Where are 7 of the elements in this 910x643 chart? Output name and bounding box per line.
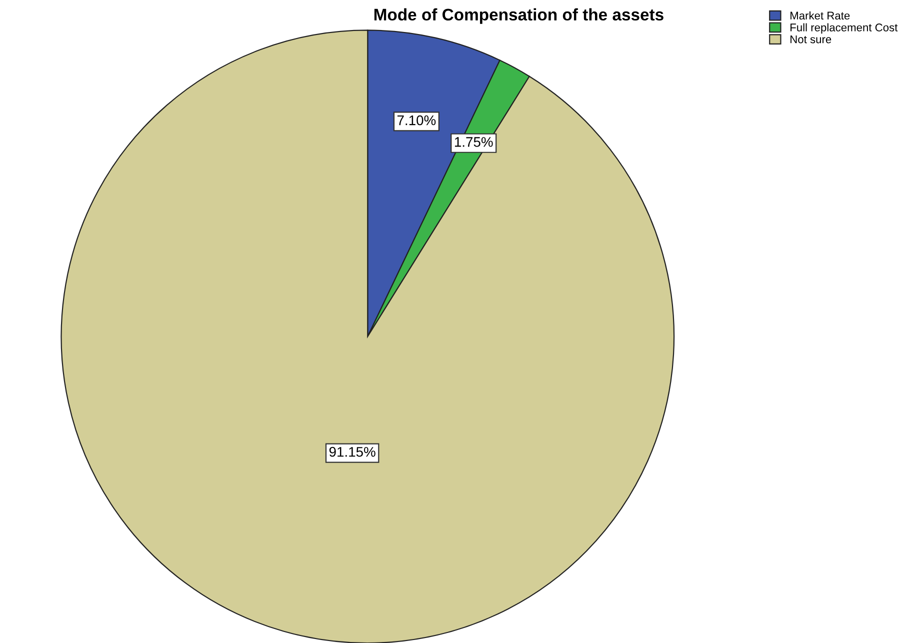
data-label: 91.15%	[329, 446, 376, 457]
legend-label: Market Rate	[790, 11, 850, 20]
legend-label: Not sure	[790, 36, 832, 44]
legend-label: Full replacement Cost	[790, 23, 898, 34]
chart-title: Mode of Compensation of the assets	[374, 8, 664, 24]
data-label: 7.10%	[397, 115, 436, 126]
data-label: 1.75%	[454, 137, 493, 147]
